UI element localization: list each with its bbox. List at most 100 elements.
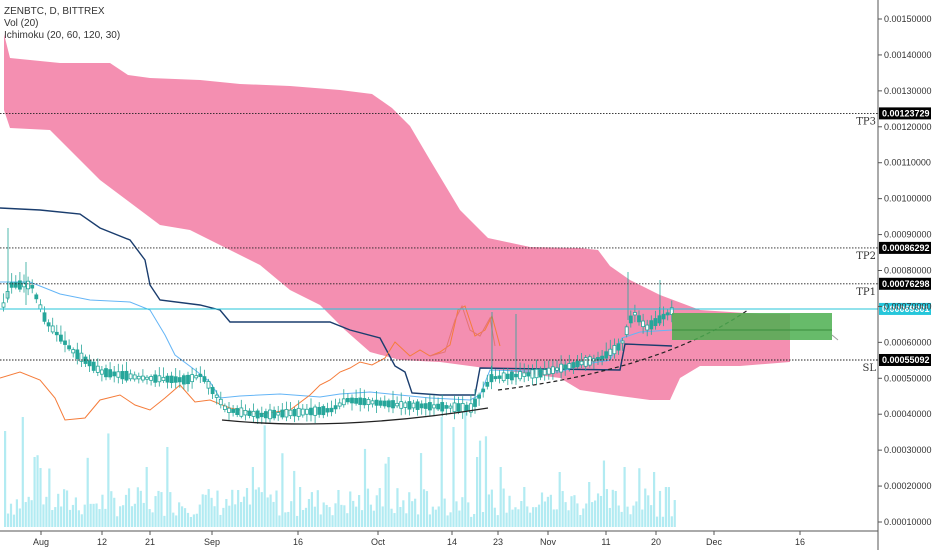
y-tick-label: 0.00040000	[884, 409, 932, 419]
candle-body	[186, 374, 190, 385]
y-tick-label: 0.00100000	[884, 194, 932, 204]
volume-bar	[6, 513, 10, 527]
x-tick-label: Nov	[540, 537, 557, 547]
volume-bar	[549, 494, 552, 527]
volume-bar	[299, 487, 302, 527]
volume-bar	[181, 506, 184, 527]
candle-body	[50, 325, 55, 333]
candle-body	[637, 315, 641, 323]
candle-body	[198, 373, 203, 377]
volume-bar	[63, 489, 66, 527]
candle-body	[579, 360, 584, 366]
volume-bar	[95, 503, 98, 527]
volume-bar	[15, 499, 18, 527]
volume-bar	[183, 508, 187, 527]
price-tag-label: 0.00076298	[882, 279, 930, 289]
volume-bar	[360, 510, 364, 527]
candle-body	[173, 376, 178, 383]
candle-body	[67, 345, 71, 350]
volume-bar	[116, 516, 119, 527]
candle-body	[280, 409, 285, 418]
rounding-bottom-curve	[221, 407, 489, 425]
volume-bar	[113, 497, 116, 527]
candle-body	[46, 322, 51, 327]
volume-bar	[573, 495, 576, 527]
volume-bar	[425, 491, 429, 527]
volume-bar	[48, 468, 51, 527]
volume-bar	[172, 512, 175, 527]
price-tag-label: 0.00123729	[882, 109, 930, 119]
candle-body	[222, 405, 227, 410]
volume-bar	[363, 448, 367, 527]
candle-body	[608, 348, 613, 356]
volume-bar	[476, 457, 479, 527]
volume-bar	[440, 417, 443, 527]
candle-body	[530, 369, 535, 379]
candle-body	[587, 356, 592, 366]
volume-bar	[148, 509, 151, 527]
volume-bar	[319, 514, 322, 527]
y-tick-label: 0.00130000	[884, 86, 932, 96]
candle-body	[669, 307, 674, 315]
volume-bar	[576, 503, 579, 527]
candle-body	[555, 367, 559, 371]
volume-bar	[231, 489, 234, 527]
volume-bar	[201, 494, 204, 527]
volume-bar	[33, 457, 36, 527]
candle-body	[284, 409, 289, 418]
y-tick-label: 0.00140000	[884, 50, 932, 60]
candle-body	[63, 340, 67, 345]
volume-bar	[133, 503, 136, 527]
legend-symbol: ZENBTC, D, BITTREX	[4, 6, 105, 17]
candle-body	[362, 398, 367, 406]
volume-bar	[428, 514, 431, 527]
candle-body	[136, 375, 141, 380]
candle-body	[309, 407, 313, 416]
candle-body	[411, 402, 416, 409]
candle-body	[345, 398, 350, 403]
volume-bar	[591, 502, 594, 527]
volume-bar	[661, 516, 665, 527]
candle-body	[145, 376, 149, 380]
y-tick-label: 0.00060000	[884, 337, 932, 347]
volume-bar	[594, 500, 597, 527]
volume-bar	[396, 488, 399, 527]
candle-body	[235, 408, 240, 415]
candle-body	[132, 374, 137, 380]
candle-body	[563, 364, 568, 370]
candle-body	[9, 282, 14, 288]
level-name: SL	[863, 363, 877, 374]
candle-body	[54, 331, 59, 336]
volume-bar	[599, 495, 603, 527]
y-tick-label: 0.00150000	[884, 14, 932, 24]
candle-body	[243, 410, 248, 416]
candle-body	[13, 282, 18, 288]
volume-bar	[670, 516, 673, 527]
candle-body	[71, 349, 76, 354]
candle-body	[665, 312, 670, 316]
volume-bar	[163, 515, 166, 527]
candle-body	[493, 376, 498, 380]
volume-bar	[124, 494, 128, 527]
volume-bar	[310, 492, 313, 527]
candle-body	[382, 400, 387, 407]
candle-body	[157, 375, 162, 383]
volume-bar	[219, 514, 222, 527]
volume-bar	[653, 472, 656, 527]
volume-bar	[178, 502, 181, 527]
volume-bar	[632, 505, 635, 527]
volume-bar	[478, 440, 482, 527]
lagging-span-overlap	[429, 304, 496, 357]
candle-body	[181, 375, 186, 385]
y-tick-label: 0.00120000	[884, 122, 932, 132]
candle-body	[633, 312, 637, 316]
volume-bar	[228, 505, 231, 527]
candle-body	[194, 375, 199, 379]
volume-bar	[287, 511, 290, 527]
volume-bar	[493, 507, 496, 527]
volume-bar	[340, 504, 343, 527]
candle-body	[395, 402, 400, 407]
volume-bar	[36, 455, 39, 527]
volume-bar	[467, 502, 470, 527]
volume-bar	[293, 470, 296, 527]
